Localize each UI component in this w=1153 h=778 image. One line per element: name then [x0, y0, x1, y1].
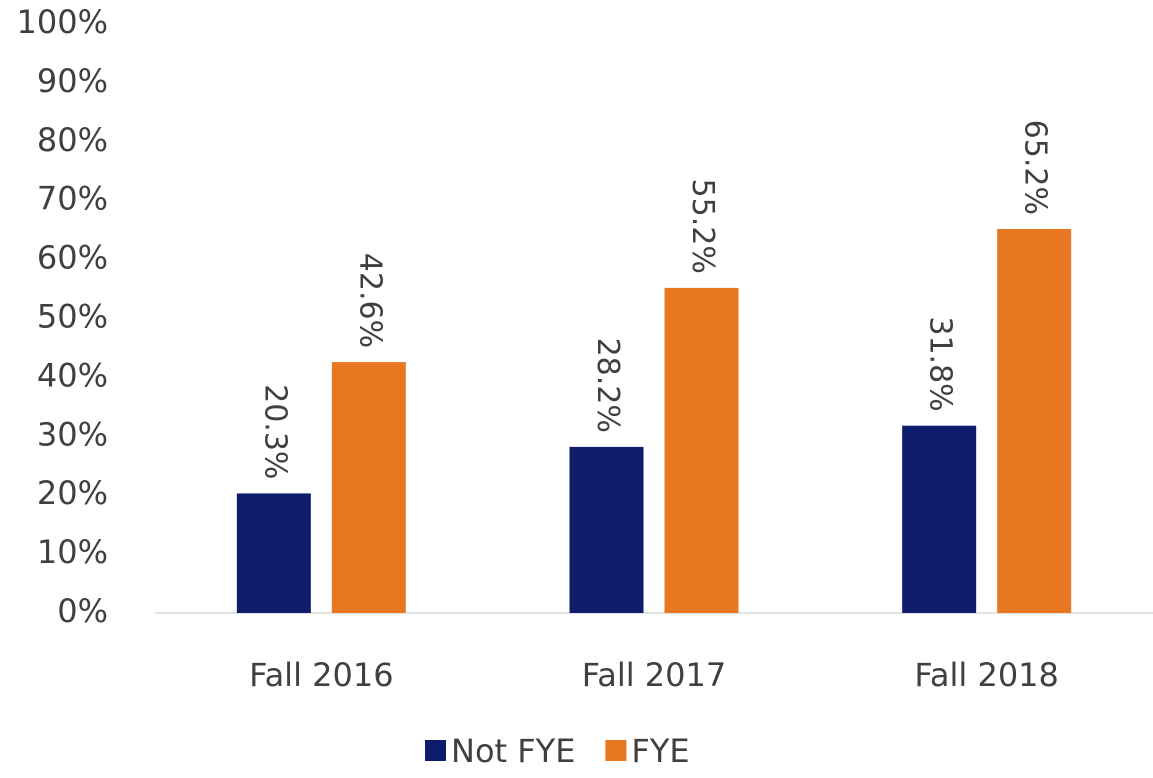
y-tick-label: 70%: [37, 180, 108, 218]
bar: [331, 362, 406, 613]
y-tick-label: 10%: [37, 533, 108, 571]
y-tick-label: 30%: [37, 415, 108, 453]
x-tick-label: Fall 2016: [249, 656, 393, 694]
legend-label: FYE: [631, 732, 689, 770]
value-label: 20.3%: [257, 384, 292, 479]
value-label: 55.2%: [685, 179, 720, 274]
legend-swatch: [605, 740, 627, 761]
bar: [902, 425, 977, 613]
y-tick-label: 0%: [57, 592, 108, 630]
value-label: 42.6%: [352, 253, 387, 348]
y-tick-label: 20%: [37, 474, 108, 512]
y-tick-label: 90%: [37, 62, 108, 100]
bar: [997, 228, 1072, 614]
bar: [664, 287, 739, 613]
bar: [236, 493, 311, 613]
y-tick-label: 100%: [17, 3, 108, 41]
x-tick-label: Fall 2017: [582, 656, 726, 694]
x-tick-label: Fall 2018: [914, 656, 1058, 694]
y-tick-label: 60%: [37, 239, 108, 277]
y-tick-label: 50%: [37, 298, 108, 336]
value-label: 31.8%: [923, 316, 958, 411]
value-label: 65.2%: [1018, 120, 1053, 215]
y-tick-label: 40%: [37, 356, 108, 394]
value-label: 28.2%: [590, 338, 625, 433]
y-tick-label: 80%: [37, 121, 108, 159]
legend-label: Not FYE: [451, 732, 575, 770]
legend-swatch: [425, 740, 446, 761]
bar: [569, 446, 644, 613]
